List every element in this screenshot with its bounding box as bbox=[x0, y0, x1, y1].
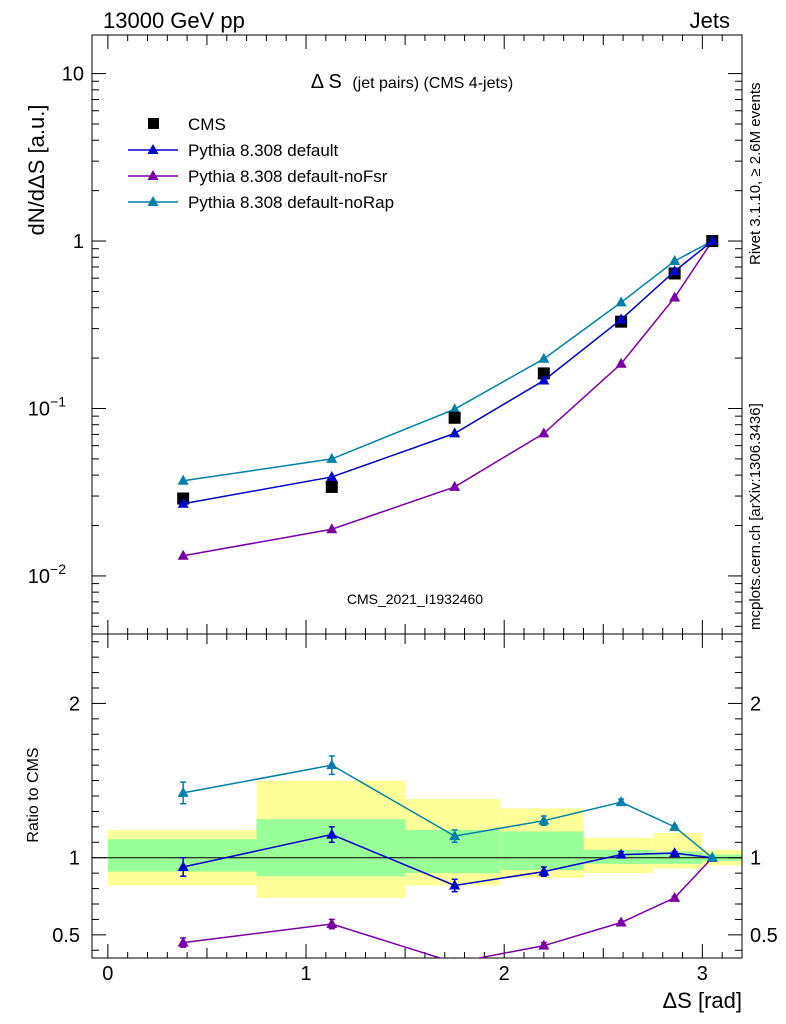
collision-label: 13000 GeV pp bbox=[103, 8, 245, 33]
main-point-pythia-8-308-default-nofsr bbox=[615, 357, 627, 368]
main-point-pythia-8-308-default-norap bbox=[177, 474, 189, 485]
main-y-axis-label: dN/dΔS [a.u.] bbox=[24, 105, 49, 236]
ratio-y-tick-label-left: 0.5 bbox=[52, 925, 80, 947]
ratio-point-pythia-8-308-default bbox=[615, 848, 627, 859]
legend-label-cms: CMS bbox=[188, 115, 226, 134]
main-line-pythia-8-308-default-norap bbox=[183, 240, 713, 482]
main-point-cms bbox=[325, 480, 338, 493]
main-point-pythia-8-308-default bbox=[449, 427, 461, 438]
main-y-tick-label: 10−2 bbox=[28, 561, 66, 588]
main-point-pythia-8-308-default-nofsr bbox=[669, 291, 681, 302]
main-point-pythia-8-308-default-nofsr bbox=[449, 480, 461, 491]
ratio-band-inner bbox=[500, 831, 584, 871]
ratio-point-pythia-8-308-default-norap bbox=[449, 830, 461, 841]
ratio-y-tick-label-right: 0.5 bbox=[750, 925, 778, 947]
x-tick-label: 1 bbox=[300, 963, 311, 985]
main-series-pythia-8-308-default bbox=[177, 235, 718, 508]
main-point-pythia-8-308-default-norap bbox=[538, 352, 550, 363]
x-axis-label: ΔS [rad] bbox=[662, 988, 742, 1013]
main-point-cms bbox=[448, 411, 461, 424]
main-series-pythia-8-308-default-nofsr bbox=[177, 235, 718, 560]
category-label: Jets bbox=[690, 8, 730, 33]
legend-marker-pythia-8-308-default-norap bbox=[147, 196, 159, 206]
ratio-point-pythia-8-308-default-nofsr bbox=[326, 918, 338, 929]
x-tick-label: 2 bbox=[499, 963, 510, 985]
ratio-point-pythia-8-308-default-norap bbox=[615, 796, 627, 807]
main-point-pythia-8-308-default-nofsr bbox=[538, 427, 550, 438]
main-point-pythia-8-308-default-norap bbox=[615, 296, 627, 307]
legend-label-pythia-8-308-default: Pythia 8.308 default bbox=[188, 141, 339, 160]
ratio-point-pythia-8-308-default bbox=[538, 865, 550, 876]
main-point-pythia-8-308-default-norap bbox=[326, 452, 338, 463]
ratio-y-tick-label-right: 1 bbox=[750, 848, 761, 870]
ratio-point-pythia-8-308-default-norap bbox=[706, 851, 718, 862]
main-line-pythia-8-308-default-nofsr bbox=[183, 240, 713, 557]
main-series-pythia-8-308-default-norap bbox=[177, 235, 718, 485]
plot-title-sub: (jet pairs) (CMS 4-jets) bbox=[352, 75, 513, 92]
main-y-tick-label: 10−1 bbox=[28, 393, 66, 420]
ratio-y-tick-label-right: 2 bbox=[750, 693, 761, 715]
x-tick-label: 3 bbox=[697, 963, 708, 985]
ratio-point-pythia-8-308-default bbox=[669, 847, 681, 858]
ratio-point-pythia-8-308-default bbox=[177, 860, 189, 871]
ratio-y-axis-label: Ratio to CMS bbox=[25, 747, 42, 842]
legend-marker-pythia-8-308-default-nofsr bbox=[147, 170, 159, 180]
ratio-point-pythia-8-308-default-nofsr bbox=[453, 956, 456, 958]
analysis-watermark: CMS_2021_I1932460 bbox=[347, 591, 483, 607]
main-y-tick-label: 1 bbox=[73, 231, 84, 253]
main-point-pythia-8-308-default bbox=[669, 265, 681, 276]
main-line-pythia-8-308-default bbox=[183, 240, 713, 505]
ratio-point-pythia-8-308-default-norap bbox=[177, 786, 189, 797]
ratio-point-pythia-8-308-default-norap bbox=[669, 820, 681, 831]
main-point-pythia-8-308-default bbox=[706, 235, 718, 246]
plot-title-main: Δ S bbox=[311, 71, 342, 93]
main-point-pythia-8-308-default bbox=[538, 374, 550, 385]
ratio-y-tick-label-left: 2 bbox=[69, 693, 80, 715]
svg-text:Δ S (jet pairs) (CMS 4: Δ S (jet pairs) (CMS 4-jets) bbox=[311, 71, 514, 93]
main-point-pythia-8-308-default bbox=[326, 470, 338, 481]
ratio-plot-frame bbox=[91, 633, 743, 959]
main-point-pythia-8-308-default bbox=[615, 313, 627, 324]
ratio-point-pythia-8-308-default-norap bbox=[538, 814, 550, 825]
ratio-point-pythia-8-308-default bbox=[326, 828, 338, 839]
main-series-cms bbox=[177, 235, 719, 505]
legend: CMS Pythia 8.308 default Pythia 8.308 defa… bbox=[128, 115, 394, 212]
x-tick-label: 0 bbox=[102, 963, 113, 985]
main-point-pythia-8-308-default bbox=[177, 497, 189, 508]
main-point-pythia-8-308-default-nofsr bbox=[177, 549, 189, 560]
ratio-y-tick-label-left: 1 bbox=[69, 848, 80, 870]
main-y-tick-label: 10 bbox=[62, 64, 84, 86]
ratio-band-inner bbox=[256, 819, 406, 877]
legend-label-pythia-8-308-default-nofsr: Pythia 8.308 default-noFsr bbox=[188, 167, 388, 186]
ratio-point-pythia-8-308-default-norap bbox=[326, 759, 338, 770]
legend-marker-cms bbox=[148, 118, 159, 129]
mcplots-label: mcplots.cern.ch [arXiv:1306.3436] bbox=[747, 403, 764, 630]
ratio-point-pythia-8-308-default-nofsr bbox=[615, 916, 627, 927]
main-point-pythia-8-308-default-norap bbox=[669, 254, 681, 265]
plot-title: Δ S (jet pairs) (CMS 4-jets) bbox=[311, 71, 514, 93]
rivet-version-label: Rivet 3.1.10, ≥ 2.6M events bbox=[747, 83, 764, 266]
ratio-point-pythia-8-308-default-nofsr bbox=[177, 936, 189, 947]
legend-label-pythia-8-308-default-norap: Pythia 8.308 default-noRap bbox=[188, 193, 394, 212]
main-point-cms bbox=[537, 367, 550, 380]
ratio-series-pythia-8-308-default-norap bbox=[177, 755, 718, 862]
legend-marker-pythia-8-308-default bbox=[147, 144, 159, 154]
ratio-point-pythia-8-308-default-nofsr bbox=[669, 891, 681, 902]
main-point-pythia-8-308-default-norap bbox=[449, 403, 461, 414]
main-panel: 10 1 10−1 10−2 dN/dΔS [a.u.] Δ S (jet pairs… bbox=[24, 34, 743, 635]
ratio-point-pythia-8-308-default bbox=[449, 879, 461, 890]
ratio-point-pythia-8-308-default-nofsr bbox=[538, 939, 550, 950]
ratio-panel: 0.5 0.5 1 1 2 2 0 1 2 3 Ratio to CMS ΔS [rad] bbox=[25, 633, 778, 1013]
main-point-pythia-8-308-default-nofsr bbox=[326, 523, 338, 534]
